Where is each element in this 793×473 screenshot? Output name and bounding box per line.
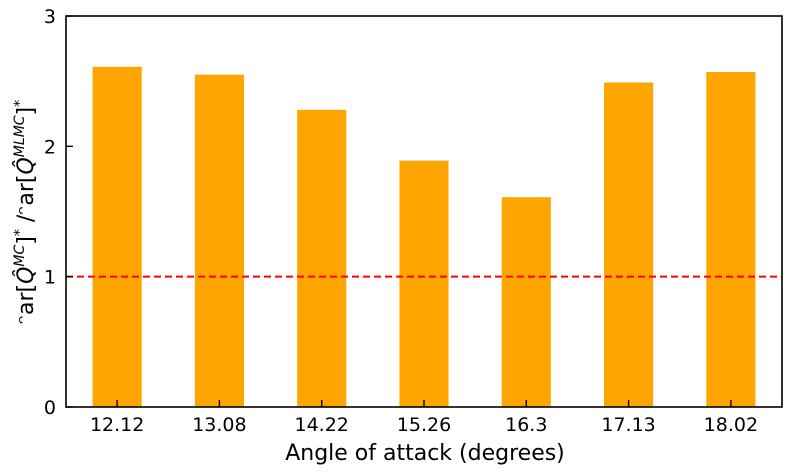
y-axis-label: ᵔar[Q̂MC]* /ᵔar[Q̂MLMC]* <box>12 100 39 324</box>
y-ticks: 0 1 2 3 <box>44 6 73 419</box>
y-label-var-2: /ᵔar[ <box>14 175 39 230</box>
y-label-sup-mlmc: MLMC <box>12 115 28 157</box>
y-label-sup-mc: MC <box>12 245 28 267</box>
x-tick-label: 14.22 <box>295 414 349 436</box>
y-label-q-mc: Q̂ <box>13 267 39 284</box>
bar-18.02 <box>706 72 756 407</box>
x-tick-label: 18.02 <box>704 414 758 436</box>
bars-layer <box>92 66 756 408</box>
bar-13.08 <box>194 74 244 408</box>
x-tick-label: 13.08 <box>192 414 246 436</box>
x-tick-label: 16.3 <box>505 414 547 436</box>
y-label-q-mlmc: Q̂ <box>13 157 39 174</box>
y-tick-label: 3 <box>44 6 56 28</box>
y-tick-label: 2 <box>44 136 56 158</box>
y-tick-label: 0 <box>44 397 56 419</box>
y-label-star-2: * <box>12 100 28 107</box>
y-label-star-1: * <box>12 229 28 236</box>
bar-14.22 <box>297 109 347 407</box>
x-ticks: 12.12 13.08 14.22 15.26 16.3 17.13 18.02 <box>90 400 758 436</box>
y-label-bracket-1: ] <box>14 236 39 245</box>
bar-16.3 <box>501 197 551 407</box>
y-tick-label: 1 <box>44 267 56 289</box>
x-tick-label: 17.13 <box>601 414 655 436</box>
bar-12.12 <box>92 66 142 407</box>
x-axis-label: Angle of attack (degrees) <box>285 441 565 466</box>
y-label-bracket-2: ] <box>14 107 39 116</box>
bar-15.26 <box>399 160 449 407</box>
x-tick-label: 15.26 <box>397 414 451 436</box>
bar-17.13 <box>604 82 654 407</box>
x-tick-label: 12.12 <box>90 414 144 436</box>
y-label-var-1: ᵔar[ <box>14 284 39 324</box>
